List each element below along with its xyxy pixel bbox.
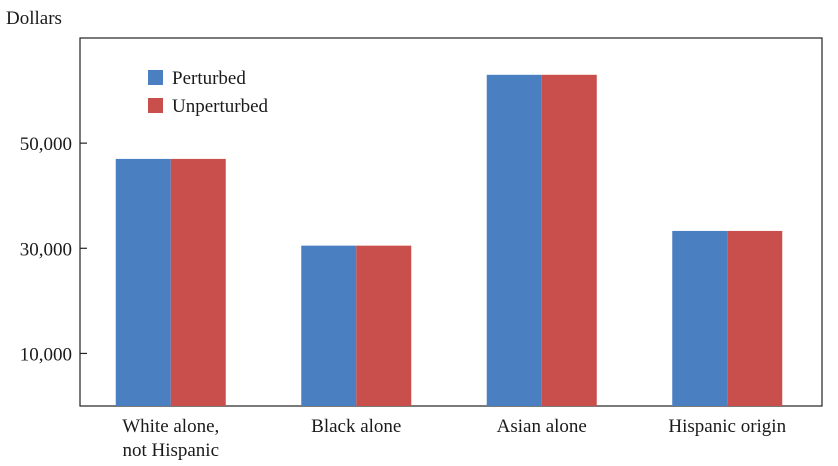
- legend-label-unperturbed: Unperturbed: [172, 96, 269, 117]
- bar-perturbed-2: [301, 245, 357, 406]
- x-axis-labels: White alone, not Hispanic Black alone Asian…: [122, 416, 786, 461]
- x-category-label: Asian alone: [497, 416, 587, 437]
- legend-swatch-unperturbed: [148, 98, 163, 113]
- bar-unperturbed-4: [727, 230, 783, 406]
- bar-unperturbed-2: [356, 245, 412, 406]
- x-category-label: Hispanic origin: [668, 416, 786, 437]
- y-axis-ticks: 10,000 30,000 50,000: [20, 134, 87, 365]
- bar-perturbed-3: [486, 74, 542, 407]
- y-tick-label: 50,000: [20, 134, 72, 155]
- y-axis-title: Dollars: [6, 8, 62, 29]
- bar-unperturbed-1: [170, 158, 226, 406]
- bar-perturbed-1: [115, 158, 171, 406]
- bar-unperturbed-3: [541, 74, 597, 407]
- bar-perturbed-4: [672, 230, 728, 406]
- x-category-label: White alone, not Hispanic: [122, 416, 219, 461]
- legend-label-perturbed: Perturbed: [172, 68, 246, 89]
- legend-swatch-perturbed: [148, 70, 163, 85]
- x-category-label: Black alone: [311, 416, 401, 437]
- y-tick-label: 10,000: [20, 344, 72, 365]
- legend: Perturbed Unperturbed: [148, 68, 269, 117]
- plot-frame: [79, 37, 823, 407]
- bars: [115, 74, 783, 407]
- y-tick-label: 30,000: [20, 239, 72, 260]
